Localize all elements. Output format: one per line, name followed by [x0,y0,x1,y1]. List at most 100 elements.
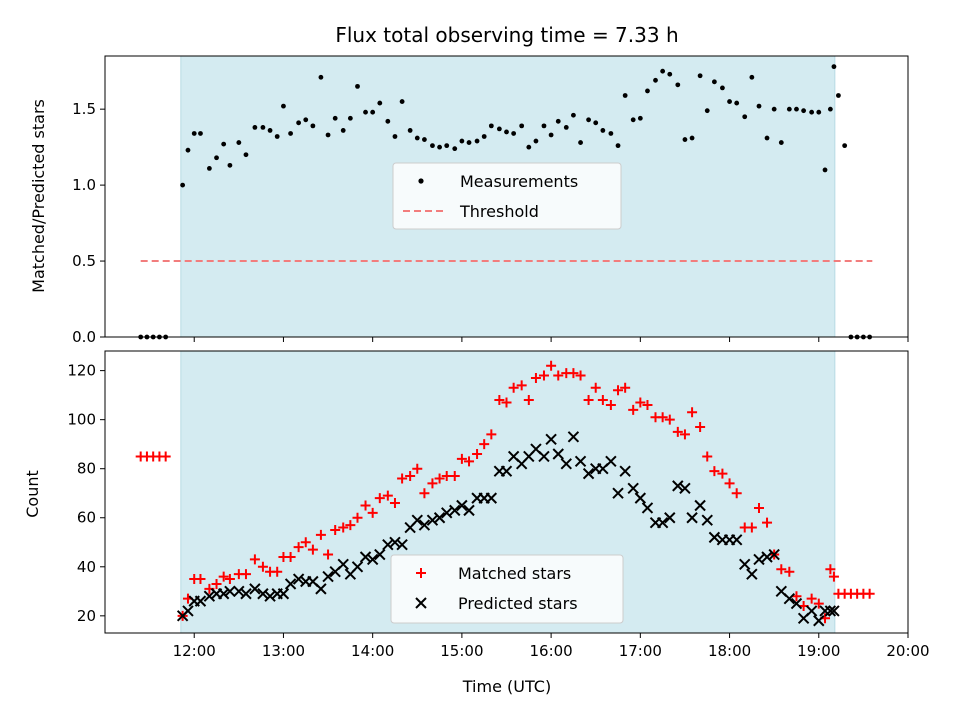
measurement-point [749,74,755,80]
matched-star-point [412,463,423,474]
measurement-point [340,128,346,133]
measurement-point [243,152,249,158]
predicted-star-point [746,568,758,580]
matched-star-point [806,593,817,604]
predicted-star-point [217,588,230,600]
matched-star-point [293,542,304,553]
measurement-point [363,109,368,115]
matched-star-point [486,429,497,440]
measurement-point [452,146,458,152]
x-tick-label: 18:00 [708,642,751,660]
matched-star-point [753,502,764,513]
legend-box [392,162,622,230]
measurement-point [734,100,740,106]
matched-star-point [635,397,646,408]
measurement-point [660,68,666,74]
matched-star-point [746,522,757,533]
predicted-star-point [233,585,245,598]
measurement-point [689,135,695,141]
matched-star-point [508,382,519,393]
matched-star-point [717,468,728,479]
matched-star-point [776,564,787,575]
matched-star-point [300,537,311,548]
measurement-point [267,128,273,133]
predicted-star-point [500,465,513,477]
matched-star-point [687,407,698,418]
panel-frame [104,350,909,634]
measurement-point [347,115,353,121]
measurement-point [260,124,266,130]
measurement-point [444,143,450,149]
predicted-star-point [257,588,269,600]
measurement-point [332,115,338,121]
predicted-star-point [768,548,780,561]
measurement-point [645,88,650,94]
predicted-star-point [739,558,751,571]
matched-star-point [494,395,505,406]
matched-star-point [434,473,445,484]
matched-star-point [828,571,839,582]
measurement-point [370,109,376,115]
matched-star-point [323,549,334,560]
measurement-point [756,103,762,109]
measurement-point [466,140,472,145]
predicted-star-point [351,561,364,573]
predicted-star-point [619,465,631,477]
measurement-point [511,131,517,136]
measurement-point [586,117,591,123]
x-axis-label: Time (UTC) [462,677,551,696]
matched-star-point [195,574,206,585]
legend-box [390,554,624,624]
matched-star-point [590,382,601,393]
predicted-star-point [426,514,439,526]
predicted-star-point [567,431,580,443]
matched-star-point [613,385,624,396]
measurement-point [214,155,219,161]
predicted-star-point [538,450,550,463]
y-tick-label: 1.0 [72,176,96,194]
measurement-point [504,129,509,135]
predicted-star-point [277,588,290,600]
predicted-star-point [182,605,194,617]
measurement-point [430,143,435,149]
matched-star-point [345,520,356,531]
measurement-point [459,138,465,144]
measurement-point [206,166,212,171]
y-tick-label: 100 [67,411,96,429]
panel-frame [104,55,909,338]
predicted-star-point [627,482,639,495]
matched-star-point [553,370,564,381]
measurement-point [816,109,822,115]
measurement-point [764,135,770,141]
y-tick-label: 40 [77,558,96,576]
matched-star-point [338,522,349,533]
matched-star-point [672,426,683,437]
predicted-star-point [463,504,475,517]
measurement-point [185,147,191,153]
measurement-point [697,73,703,79]
measurement-point [180,182,186,188]
ratio-panel: 0.0 0.5 1.0 1.5 Measurements Threshold [72,55,909,346]
predicted-star-point [612,487,624,499]
predicted-star-point [194,595,207,607]
matched-star-point [864,588,875,599]
matched-star-point [249,554,260,565]
measurement-point [221,141,227,147]
matched-star-point [257,561,268,572]
matched-star-point [307,544,318,555]
matched-star-point [160,451,171,462]
measurement-point [630,117,636,123]
measurement-point [578,140,583,145]
measurement-point [637,115,643,121]
measurement-point [526,144,532,150]
predicted-star-point [813,615,825,627]
measurement-point [704,108,710,114]
measurement-point [771,106,777,112]
predicted-star-point [485,492,498,504]
measurement-point [481,134,487,139]
measurement-point [377,100,383,106]
predicted-star-point [605,455,617,468]
y-tick-label: 80 [77,460,96,478]
matched-star-point [427,478,438,489]
predicted-star-point [382,539,394,551]
